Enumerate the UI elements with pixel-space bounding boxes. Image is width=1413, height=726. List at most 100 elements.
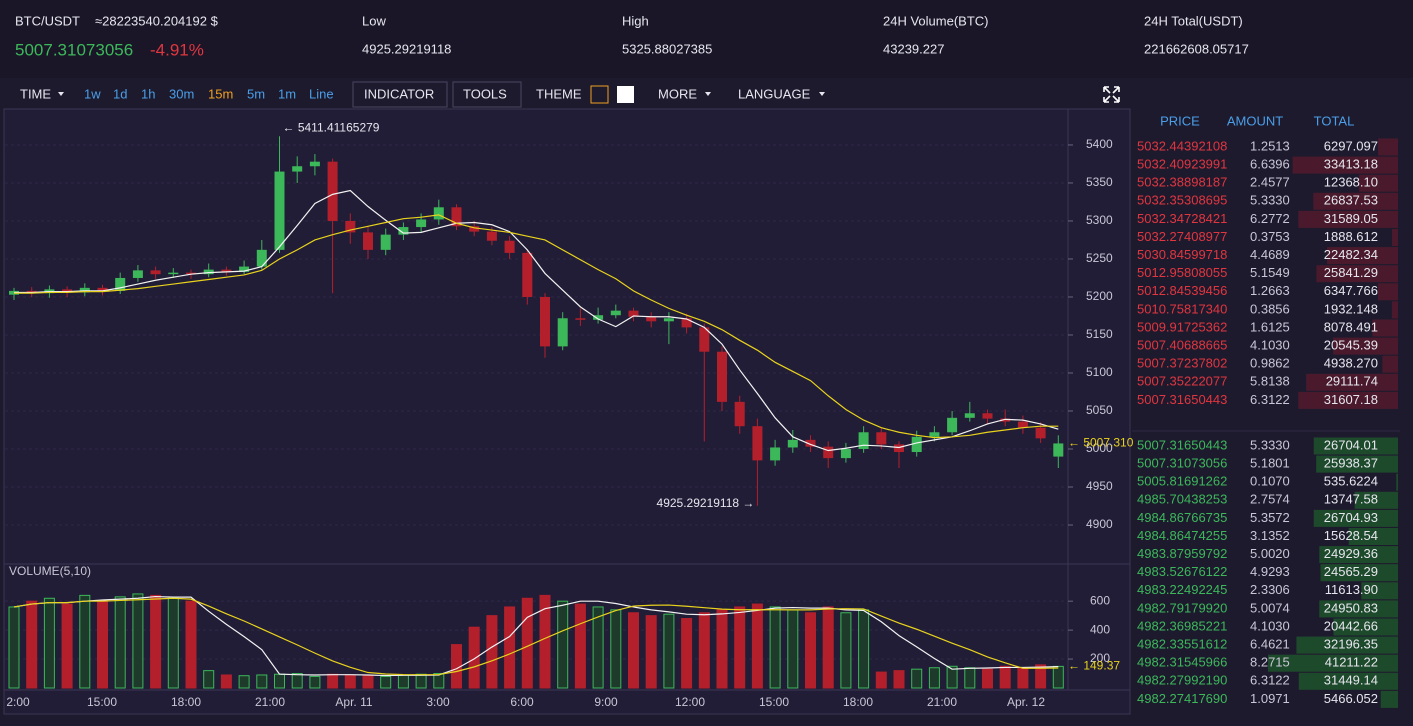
book-price: 5032.27408977 bbox=[1137, 229, 1227, 244]
candle-body bbox=[805, 439, 816, 447]
theme-dark[interactable] bbox=[590, 85, 609, 104]
depth-bar bbox=[1313, 192, 1398, 210]
candle-body bbox=[150, 270, 161, 275]
candle-body bbox=[79, 287, 90, 293]
book-total: 8078.491 bbox=[1324, 319, 1378, 334]
indicator[interactable]: INDICATOR bbox=[364, 86, 434, 101]
volume-bar bbox=[982, 668, 993, 689]
volume-bar bbox=[380, 675, 392, 689]
volume-bar bbox=[203, 670, 215, 689]
book-amount: 1.0971 bbox=[1250, 691, 1290, 706]
more[interactable]: MORE bbox=[658, 86, 697, 101]
book-total: 26704.93 bbox=[1324, 510, 1378, 525]
book-total: 29111.74 bbox=[1326, 374, 1378, 389]
book-amount: 4.1030 bbox=[1250, 338, 1290, 353]
book-price: 5010.75817340 bbox=[1137, 301, 1227, 316]
candle-body bbox=[911, 436, 922, 453]
interval[interactable]: 1m bbox=[278, 86, 296, 101]
depth-bar bbox=[1358, 174, 1398, 192]
book-price: 5012.84539456 bbox=[1137, 283, 1227, 298]
volume-bar bbox=[840, 612, 852, 689]
tools-button[interactable] bbox=[452, 81, 522, 108]
depth-bar bbox=[1298, 210, 1398, 228]
theme[interactable]: THEME bbox=[536, 86, 582, 101]
candle-body bbox=[398, 227, 409, 235]
interval[interactable]: Line bbox=[309, 86, 334, 101]
depth-bar bbox=[1377, 283, 1398, 301]
depth-bar bbox=[1319, 600, 1398, 618]
candle-body bbox=[752, 426, 763, 461]
y-tick-label: 5100 bbox=[1086, 365, 1113, 379]
book-amount: 5.3572 bbox=[1250, 510, 1290, 525]
book-price: 4983.87959792 bbox=[1137, 546, 1227, 561]
candle-body bbox=[557, 318, 568, 347]
depth-bar bbox=[1348, 528, 1398, 545]
interval[interactable]: 1w bbox=[84, 86, 101, 101]
book-price: 5007.35222077 bbox=[1137, 374, 1227, 389]
tools[interactable]: TOOLS bbox=[463, 86, 507, 101]
book-amount: 0.9862 bbox=[1250, 356, 1290, 371]
depth-bar bbox=[1333, 618, 1398, 636]
depth-bar bbox=[1319, 546, 1398, 564]
x-tick-label: Apr. 11 bbox=[335, 695, 372, 709]
book-header: AMOUNT bbox=[1227, 113, 1283, 128]
fullscreen-icon[interactable] bbox=[1103, 86, 1120, 103]
book-total: 535.6224 bbox=[1324, 474, 1378, 489]
book-total: 6347.766 bbox=[1324, 283, 1378, 298]
book-total: 4938.270 bbox=[1324, 356, 1378, 371]
time-menu[interactable]: TIME bbox=[20, 86, 51, 101]
book-total: 24565.29 bbox=[1324, 564, 1378, 579]
candle-body bbox=[593, 315, 604, 320]
book-total: 5466.052 bbox=[1324, 691, 1378, 706]
depth-bar bbox=[1382, 355, 1398, 373]
book-price: 5032.38898187 bbox=[1137, 175, 1227, 190]
interval[interactable]: 1d bbox=[113, 86, 127, 101]
book-price: 4982.36985221 bbox=[1137, 618, 1227, 633]
volume-bar bbox=[167, 597, 179, 689]
candle-body bbox=[858, 432, 869, 449]
book-price: 5032.34728421 bbox=[1137, 211, 1227, 226]
volume-bar bbox=[1052, 665, 1064, 689]
book-price: 5032.35308695 bbox=[1137, 193, 1227, 208]
book-total: 33413.18 bbox=[1324, 157, 1378, 172]
interval[interactable]: 15m bbox=[208, 86, 233, 101]
caret bbox=[819, 92, 825, 96]
depth-bar bbox=[1298, 672, 1398, 690]
book-total: 6297.097 bbox=[1324, 138, 1378, 153]
book-price: 5032.44392108 bbox=[1137, 138, 1227, 153]
book-price: 5007.37237802 bbox=[1137, 356, 1227, 371]
book-total: 24950.83 bbox=[1324, 600, 1378, 615]
volume-bar bbox=[256, 674, 268, 689]
volume-bar bbox=[238, 675, 250, 689]
interval[interactable]: 5m bbox=[247, 86, 265, 101]
y-tick-label: 5150 bbox=[1086, 327, 1113, 341]
candle-body bbox=[964, 413, 975, 418]
depth-bar bbox=[1296, 636, 1398, 654]
book-header: TOTAL bbox=[1314, 113, 1355, 128]
candle-body bbox=[663, 318, 674, 322]
book-amount: 4.4689 bbox=[1250, 247, 1290, 262]
book-amount: 5.1549 bbox=[1250, 265, 1290, 280]
volume-bar bbox=[344, 674, 356, 689]
volume-bar bbox=[928, 667, 940, 689]
interval[interactable]: 30m bbox=[169, 86, 194, 101]
book-price: 5012.95808055 bbox=[1137, 265, 1227, 280]
book-price: 5030.84599718 bbox=[1137, 247, 1227, 262]
book-amount: 2.4577 bbox=[1250, 175, 1290, 190]
candle-body bbox=[840, 448, 851, 459]
y-tick-label: 5200 bbox=[1086, 289, 1113, 303]
theme-light[interactable] bbox=[617, 86, 634, 103]
book-amount: 5.3330 bbox=[1250, 193, 1290, 208]
x-tick-label: 6:00 bbox=[510, 695, 534, 709]
y-tick-label: 5250 bbox=[1086, 251, 1113, 265]
interval[interactable]: 1h bbox=[141, 86, 155, 101]
volume-bar bbox=[858, 609, 870, 689]
book-total: 31607.18 bbox=[1324, 392, 1378, 407]
book-total: 13747.58 bbox=[1324, 492, 1378, 507]
stat-value: 43239.227 bbox=[883, 41, 944, 56]
book-price: 4983.22492245 bbox=[1137, 582, 1227, 597]
language[interactable]: LANGUAGE bbox=[738, 86, 811, 101]
indicator-button[interactable] bbox=[352, 81, 448, 108]
volume-bar bbox=[397, 674, 409, 689]
